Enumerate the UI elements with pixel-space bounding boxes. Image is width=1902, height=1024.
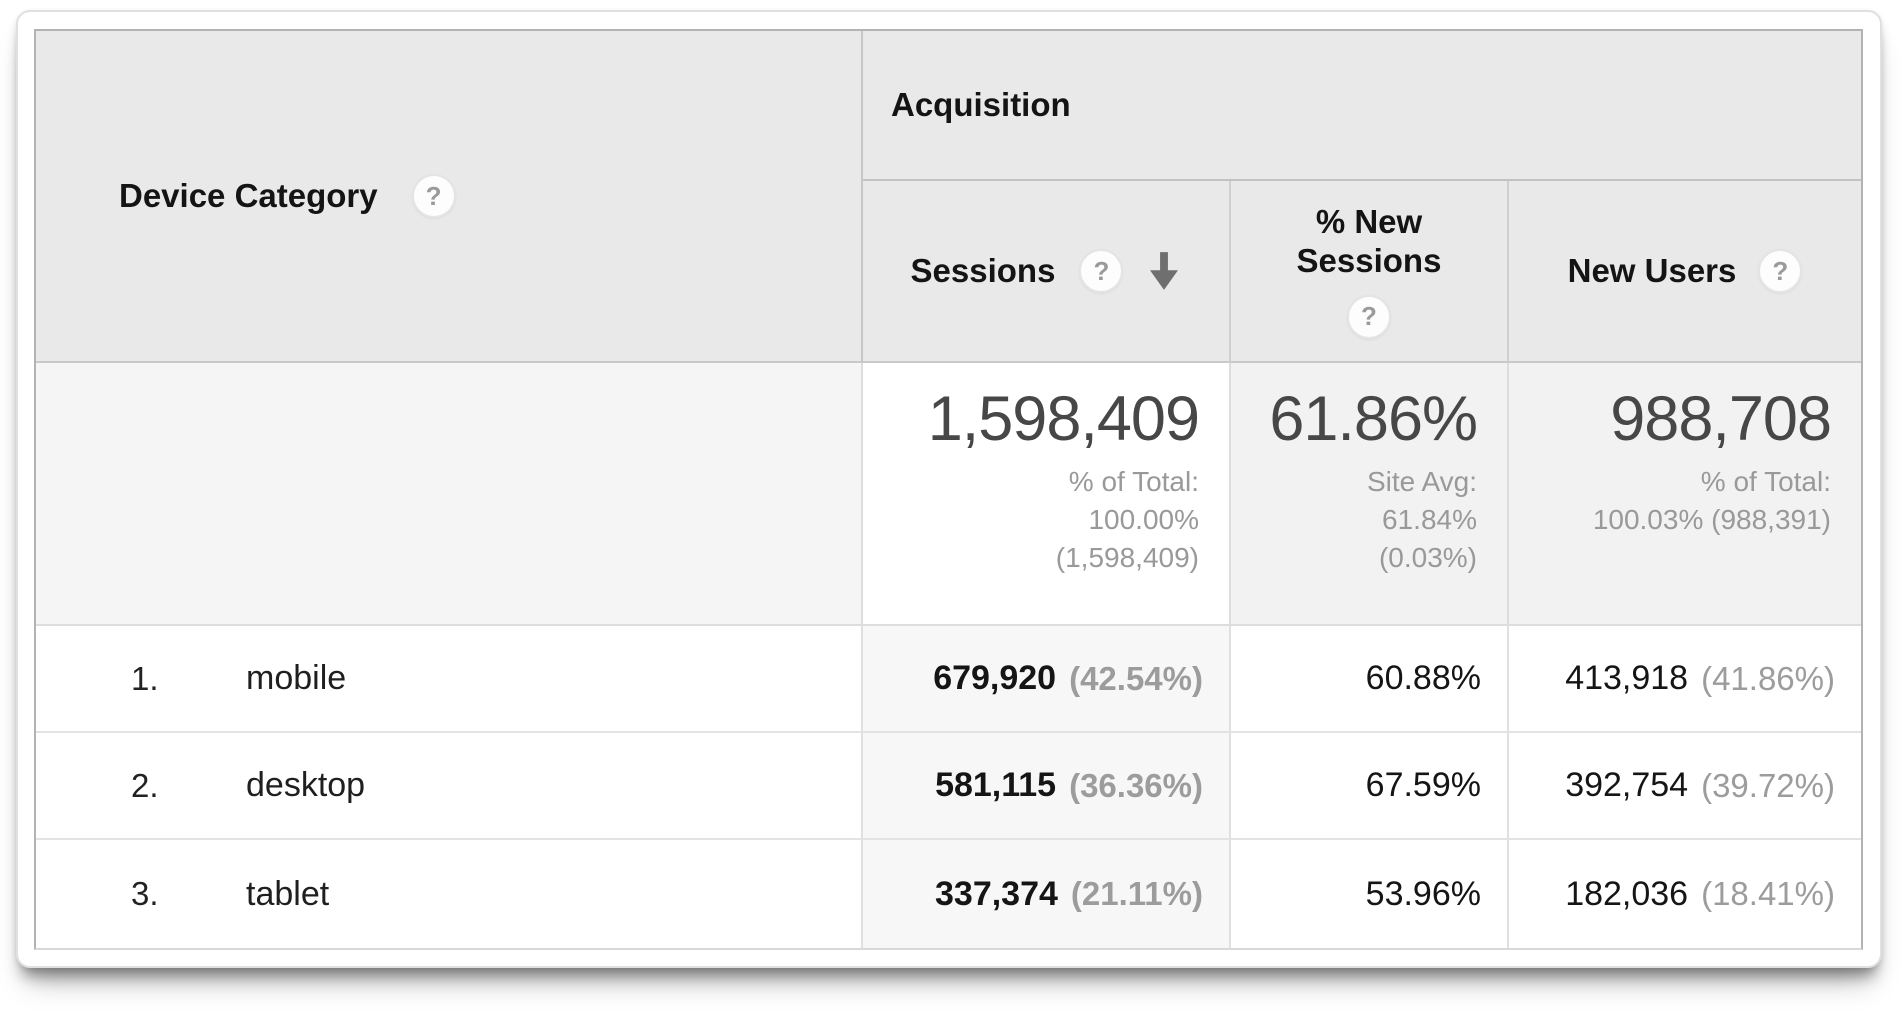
new-users-percent: (39.72%) (1701, 766, 1835, 804)
table-row-device-cell: 2. desktop (36, 733, 863, 840)
sessions-value: 337,374 (935, 874, 1058, 913)
sessions-value: 679,920 (933, 659, 1057, 697)
device-name: tablet (246, 874, 330, 913)
column-header-new-users[interactable]: New Users ? (1509, 181, 1861, 363)
column-header-sessions[interactable]: Sessions ? (863, 181, 1231, 363)
table-row-new-users-cell: 182,036 (18.41%) (1509, 840, 1861, 948)
summary-sessions-subtext: % of Total: 100.00% (1,598,409) (1055, 465, 1199, 573)
summary-sessions-total: 1,598,409 (927, 384, 1200, 454)
table-row-sessions-cell: 337,374 (21.11%) (863, 840, 1231, 948)
summary-new-users-cell: 988,708 % of Total: 100.03% (988,391) (1509, 363, 1861, 626)
percent-new-sessions-value: 60.88% (1365, 659, 1481, 697)
sessions-percent: (42.54%) (1069, 659, 1203, 697)
group-header-acquisition: Acquisition (863, 31, 1861, 181)
summary-percent-new-sessions-total: 61.86% (1269, 384, 1478, 454)
new-users-percent: (18.41%) (1701, 875, 1835, 912)
device-name: mobile (246, 659, 347, 697)
row-rank: 2. (131, 766, 159, 804)
table-row-new-users-cell: 392,754 (39.72%) (1509, 733, 1861, 840)
sessions-percent: (21.11%) (1070, 875, 1203, 912)
percent-new-sessions-header-label: % New Sessions (1296, 203, 1442, 279)
table-row-percent-new-sessions-cell: 67.59% (1231, 733, 1509, 840)
percent-new-sessions-value: 53.96% (1365, 874, 1481, 913)
sessions-percent: (36.36%) (1069, 766, 1203, 804)
column-header-percent-new-sessions[interactable]: % New Sessions ? (1231, 181, 1509, 363)
table-row-device-cell: 3. tablet (36, 840, 863, 948)
device-category-report-table: Device Category ? Acquisition Sessions ?… (34, 29, 1863, 950)
table-row-new-users-cell: 413,918 (41.86%) (1509, 626, 1861, 733)
table-row-sessions-cell: 679,920 (42.54%) (863, 626, 1231, 733)
row-rank: 3. (131, 875, 159, 912)
device-category-header-label: Device Category (119, 177, 378, 214)
table-row-device-cell: 1. mobile (36, 626, 863, 733)
percent-new-sessions-value: 67.59% (1365, 766, 1481, 804)
summary-new-users-subtext: % of Total: 100.03% (988,391) (1592, 465, 1831, 535)
help-icon[interactable]: ? (1347, 294, 1391, 339)
summary-percent-new-sessions-cell: 61.86% Site Avg: 61.84% (0.03%) (1231, 363, 1509, 626)
device-name: desktop (246, 766, 366, 804)
acquisition-header-label: Acquisition (891, 86, 1071, 123)
sessions-value: 581,115 (935, 766, 1057, 804)
help-icon[interactable]: ? (1758, 249, 1803, 293)
summary-new-users-total: 988,708 (1610, 384, 1832, 454)
new-users-value: 392,754 (1565, 766, 1689, 804)
summary-device-cell (36, 363, 863, 626)
help-icon[interactable]: ? (411, 174, 456, 218)
column-header-device-category[interactable]: Device Category ? (36, 31, 863, 363)
new-users-value: 182,036 (1565, 874, 1689, 913)
table-row-percent-new-sessions-cell: 53.96% (1231, 840, 1509, 948)
table-row-sessions-cell: 581,115 (36.36%) (863, 733, 1231, 840)
summary-sessions-cell: 1,598,409 % of Total: 100.00% (1,598,409… (863, 363, 1231, 626)
table-row-percent-new-sessions-cell: 60.88% (1231, 626, 1509, 733)
new-users-percent: (41.86%) (1701, 659, 1835, 697)
row-rank: 1. (131, 659, 159, 697)
help-icon[interactable]: ? (1079, 249, 1124, 293)
sessions-header-label: Sessions (910, 252, 1056, 289)
new-users-value: 413,918 (1565, 659, 1689, 697)
screenshot-card: Device Category ? Acquisition Sessions ?… (16, 10, 1882, 968)
sort-descending-icon (1150, 252, 1179, 290)
new-users-header-label: New Users (1567, 252, 1737, 289)
summary-percent-new-sessions-subtext: Site Avg: 61.84% (0.03%) (1366, 465, 1477, 573)
